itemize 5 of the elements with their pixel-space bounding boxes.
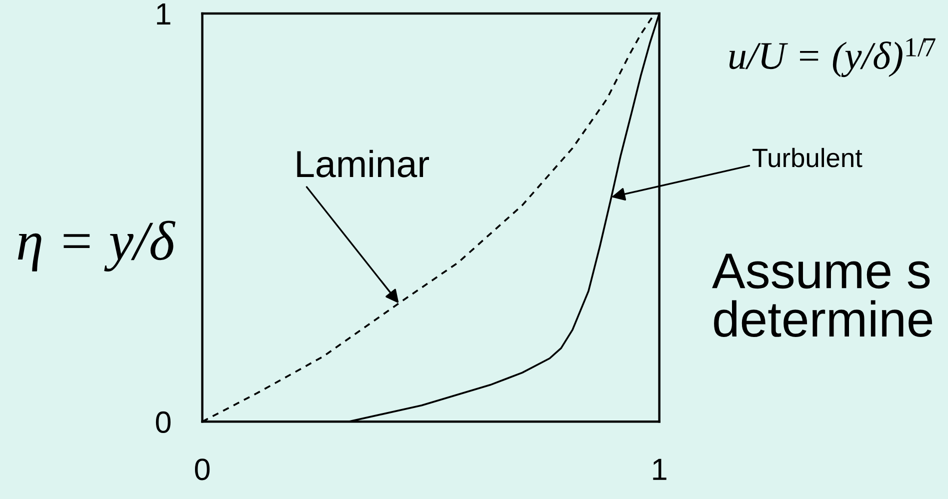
text: Assume s determine [712,254,932,338]
y-axis-title: η = y/δ [18,220,176,272]
annotation: Laminar [297,150,430,178]
annotation: Turbulent [752,148,862,168]
text: u/U = (y/δ)$^{1/7}$ [729,38,936,78]
